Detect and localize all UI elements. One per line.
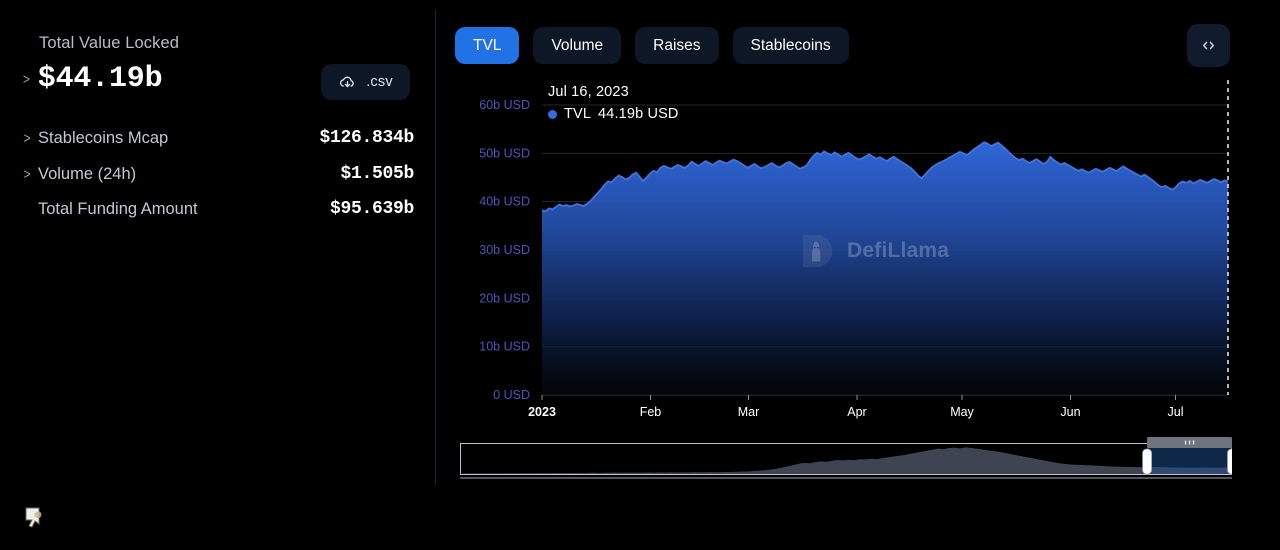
chevron-right-icon[interactable]: > <box>23 129 31 147</box>
y-axis-tick-label: 40b USD <box>479 195 530 209</box>
y-axis-tick-labels: 0 USD 10b USD 20b USD 30b USD 40b USD 50b USD… <box>479 98 530 402</box>
grip-dot <box>1188 440 1191 445</box>
chevron-right-icon[interactable]: > <box>22 70 30 88</box>
slider-grip-dots <box>1184 440 1195 445</box>
stat-label: Volume (24h) <box>38 164 137 183</box>
x-axis-tick-label: Jun <box>1060 405 1080 419</box>
x-axis-tick-label: 2023 <box>528 405 556 419</box>
y-axis-tick-label: 10b USD <box>479 340 530 354</box>
stat-row-volume-24h[interactable]: > Volume (24h) $1.505b <box>22 161 415 187</box>
stat-value: $1.505b <box>340 164 414 184</box>
tab-tvl[interactable]: TVL <box>455 27 520 64</box>
overview-area <box>460 447 1232 474</box>
stat-label: Total Funding Amount <box>38 199 198 218</box>
total-value-locked-value: $44.19b <box>37 62 163 96</box>
date-range-slider[interactable] <box>460 437 1237 479</box>
x-axis-tick-label: Feb <box>640 405 662 419</box>
cloud-download-icon <box>340 76 354 87</box>
grip-dot <box>1192 440 1195 445</box>
code-brackets-icon <box>1202 41 1215 50</box>
sidebar-chart-divider <box>435 10 436 485</box>
stat-label: Stablecoins Mcap <box>38 128 169 147</box>
x-axis-tick-label: Jul <box>1168 405 1184 419</box>
stats-sidebar: Total Value Locked > $44.19b .csv > Stab… <box>0 0 435 550</box>
tab-volume[interactable]: Volume <box>533 27 622 64</box>
x-axis-tick-label: Apr <box>847 405 866 419</box>
csv-label: .csv <box>366 74 393 90</box>
tab-raises[interactable]: Raises <box>635 27 719 64</box>
stat-row-total-funding-amount: Total Funding Amount $95.639b <box>22 196 414 222</box>
stat-row-stablecoins-mcap[interactable]: > Stablecoins Mcap $126.834b <box>22 125 415 151</box>
embed-code-button[interactable] <box>1187 24 1230 67</box>
total-value-locked-row[interactable]: > $44.19b <box>22 62 163 96</box>
date-range-slider-canvas[interactable] <box>460 437 1237 479</box>
tab-stablecoins[interactable]: Stablecoins <box>732 27 849 64</box>
download-csv-button[interactable]: .csv <box>321 64 410 100</box>
y-axis-tick-label: 20b USD <box>479 291 530 305</box>
mouse-cursor <box>18 500 54 536</box>
total-value-locked-label: Total Value Locked <box>39 34 180 52</box>
stat-value: $126.834b <box>319 128 414 148</box>
x-axis-tick-label: May <box>950 405 974 419</box>
grip-dot <box>1184 440 1187 445</box>
y-axis-tick-label: 30b USD <box>479 243 530 257</box>
tvl-line <box>541 141 1229 213</box>
chart-canvas[interactable]: 0 USD 10b USD 20b USD 30b USD 40b USD 50b USD… <box>435 75 1280 430</box>
chevron-right-icon[interactable]: > <box>23 165 31 183</box>
left-handle[interactable] <box>1142 448 1152 475</box>
stat-value: $95.639b <box>329 199 414 219</box>
x-axis: 2023 Feb Mar Apr May Jun Jul <box>528 394 1228 419</box>
y-axis-tick-label: 0 USD <box>493 388 530 402</box>
tvl-area-chart[interactable]: 0 USD 10b USD 20b USD 30b USD 40b USD 50b USD… <box>435 75 1280 430</box>
selected-range-highlight[interactable] <box>1147 444 1232 474</box>
right-handle[interactable] <box>1227 448 1237 475</box>
x-axis-tick-label: Mar <box>738 405 760 419</box>
y-axis-tick-label: 60b USD <box>479 98 530 112</box>
y-axis-tick-label: 50b USD <box>479 146 530 160</box>
chart-type-tabs: TVL Volume Raises Stablecoins <box>455 27 849 64</box>
cursor-icon <box>25 507 42 528</box>
tvl-area-fill <box>542 142 1228 395</box>
